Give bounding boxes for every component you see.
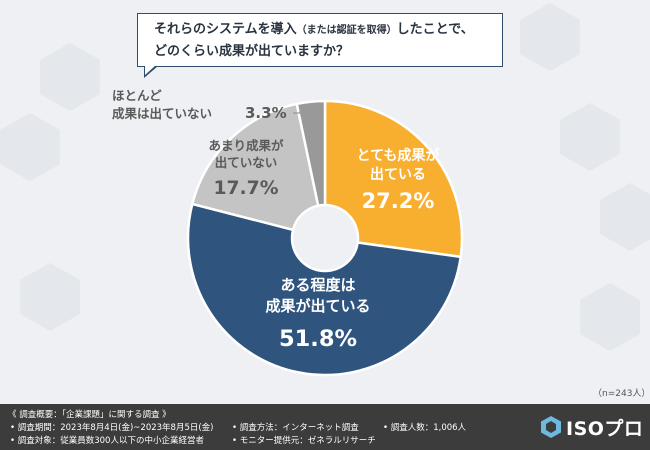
slice-value-1: 51.8% <box>279 326 357 352</box>
slice-label-1-0: ある程度は <box>280 276 355 294</box>
question-text-a: それらのシステムを導入 <box>154 22 297 37</box>
logo-text: ISOプロ <box>566 417 644 440</box>
survey-heading: 《 調査概要：「企業課題」に関する調査 》 <box>8 410 171 420</box>
survey-method: • 調査方法：インターネット調査 <box>232 423 359 433</box>
pie-slice-1 <box>186 202 463 377</box>
question-line-2: どのくらい成果が出ていますか？ <box>154 44 350 59</box>
pie-slice-2 <box>190 102 320 232</box>
question-line-1: それらのシステムを導入（または認証を取得）したことで、 <box>154 19 492 41</box>
footer: 《 調査概要：「企業課題」に関する調査 》 • 調査期間：2023年8月4日(金… <box>0 404 650 450</box>
leader-line <box>293 107 314 120</box>
slice-label-2-0: あまり成果が <box>208 138 284 153</box>
slice-label-3-1: 成果は出ていない <box>112 106 212 121</box>
slice-value-0: 27.2% <box>362 189 435 213</box>
slice-value-2: 17.7% <box>213 178 278 199</box>
sample-size-label: （n=243人） <box>593 389 650 399</box>
hexagon-logo-icon <box>541 416 561 438</box>
slice-label-2-1: 出ていない <box>215 155 278 170</box>
slice-label-1-1: 成果が出ている <box>265 297 370 315</box>
survey-period: • 調査期間：2023年8月4日(金)~2023年8月5日(金) <box>10 423 214 433</box>
question-text-c: したことで、 <box>396 22 474 37</box>
speech-tail-inner <box>145 65 156 75</box>
brand-logo: ISOプロ <box>540 414 643 440</box>
survey-target: • 調査対象：従業員数300人以下の中小企業経営者 <box>10 436 204 446</box>
slice-value-3: 3.3% <box>245 104 287 122</box>
question-text-b: （または認証を取得） <box>296 25 397 36</box>
slice-label-0-0: とても成果が <box>357 147 441 164</box>
pie-slice-0 <box>323 99 464 259</box>
survey-count: • 調査人数：1,006人 <box>383 423 467 433</box>
pie-slice-3 <box>295 99 327 208</box>
slice-label-3-0: ほとんど <box>112 88 162 103</box>
question-box: それらのシステムを導入（または認証を取得）したことで、 どのくらい成果が出ていま… <box>137 13 503 67</box>
survey-provider: • モニター提供元：ゼネラルリサーチ <box>232 436 376 446</box>
slice-label-0-1: 出ている <box>370 166 426 183</box>
